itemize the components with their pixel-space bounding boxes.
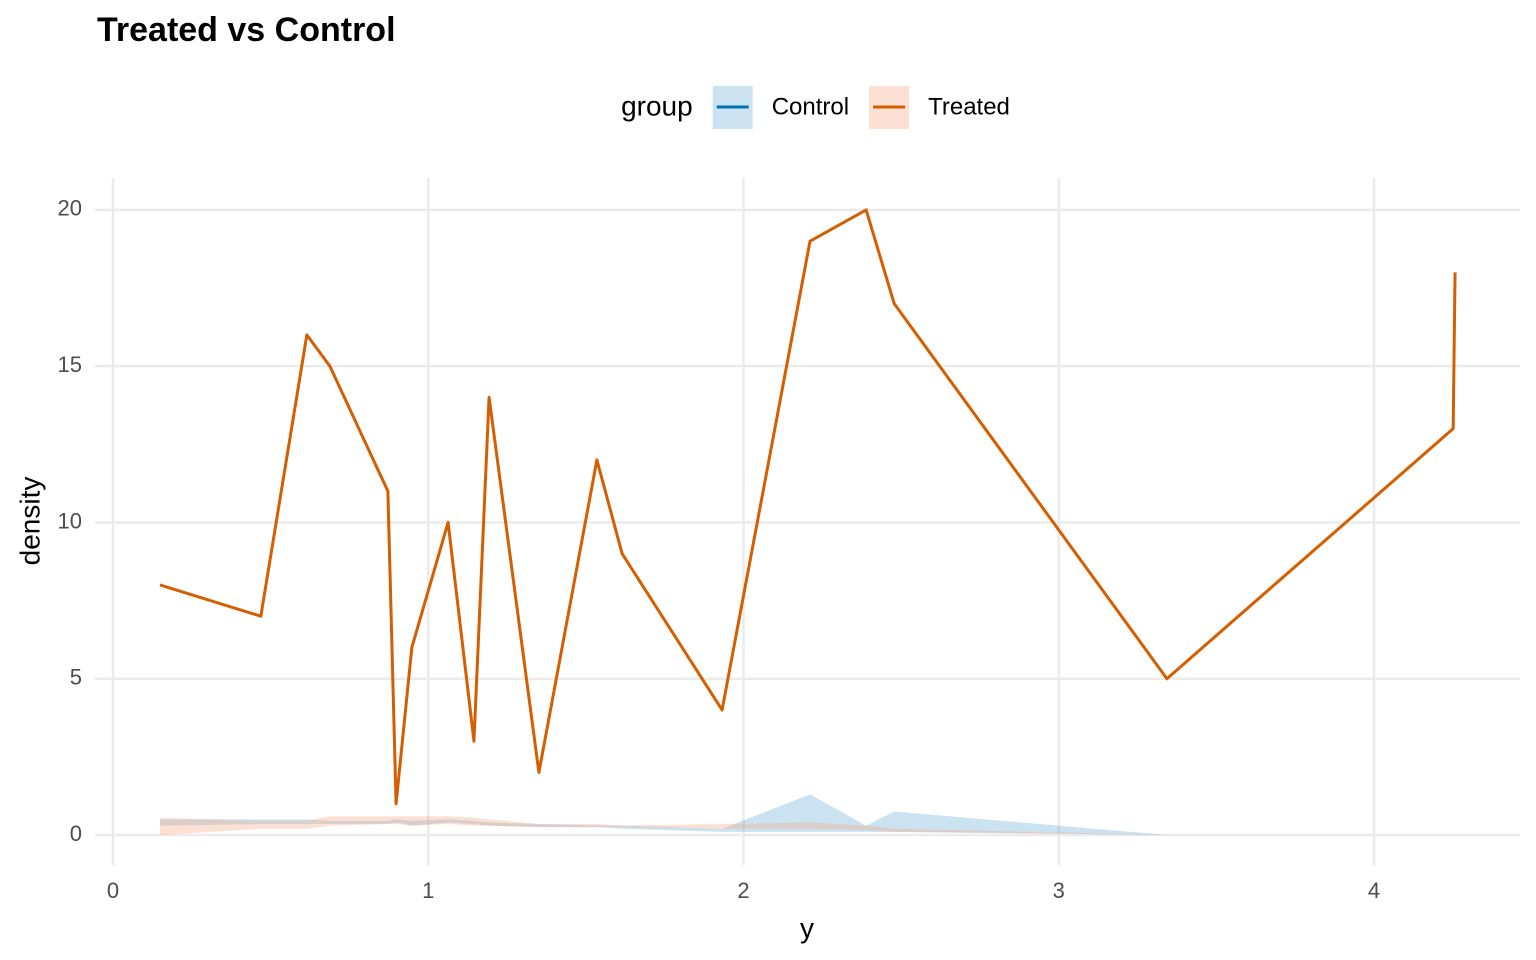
- ribbon: [159, 794, 1456, 835]
- y-axis-label: density: [14, 477, 45, 566]
- legend-title: group: [621, 90, 693, 121]
- y-tick-label: 15: [58, 352, 82, 377]
- x-axis-label: y: [800, 912, 814, 943]
- legend-label: Control: [772, 93, 849, 120]
- y-tick-label: 10: [58, 508, 82, 533]
- chart-title: Treated vs Control: [97, 11, 396, 49]
- line: [159, 208, 1457, 806]
- x-tick-label: 4: [1368, 878, 1380, 903]
- y-tick-label: 20: [58, 196, 82, 221]
- y-tick-label: 0: [70, 821, 82, 846]
- legend-label: Treated: [928, 93, 1010, 120]
- x-tick-label: 3: [1053, 878, 1065, 903]
- ribbon: [159, 816, 1456, 835]
- x-tick-label: 1: [422, 878, 434, 903]
- x-tick-label: 2: [737, 878, 749, 903]
- x-tick-label: 0: [107, 878, 119, 903]
- y-tick-label: 5: [70, 665, 82, 690]
